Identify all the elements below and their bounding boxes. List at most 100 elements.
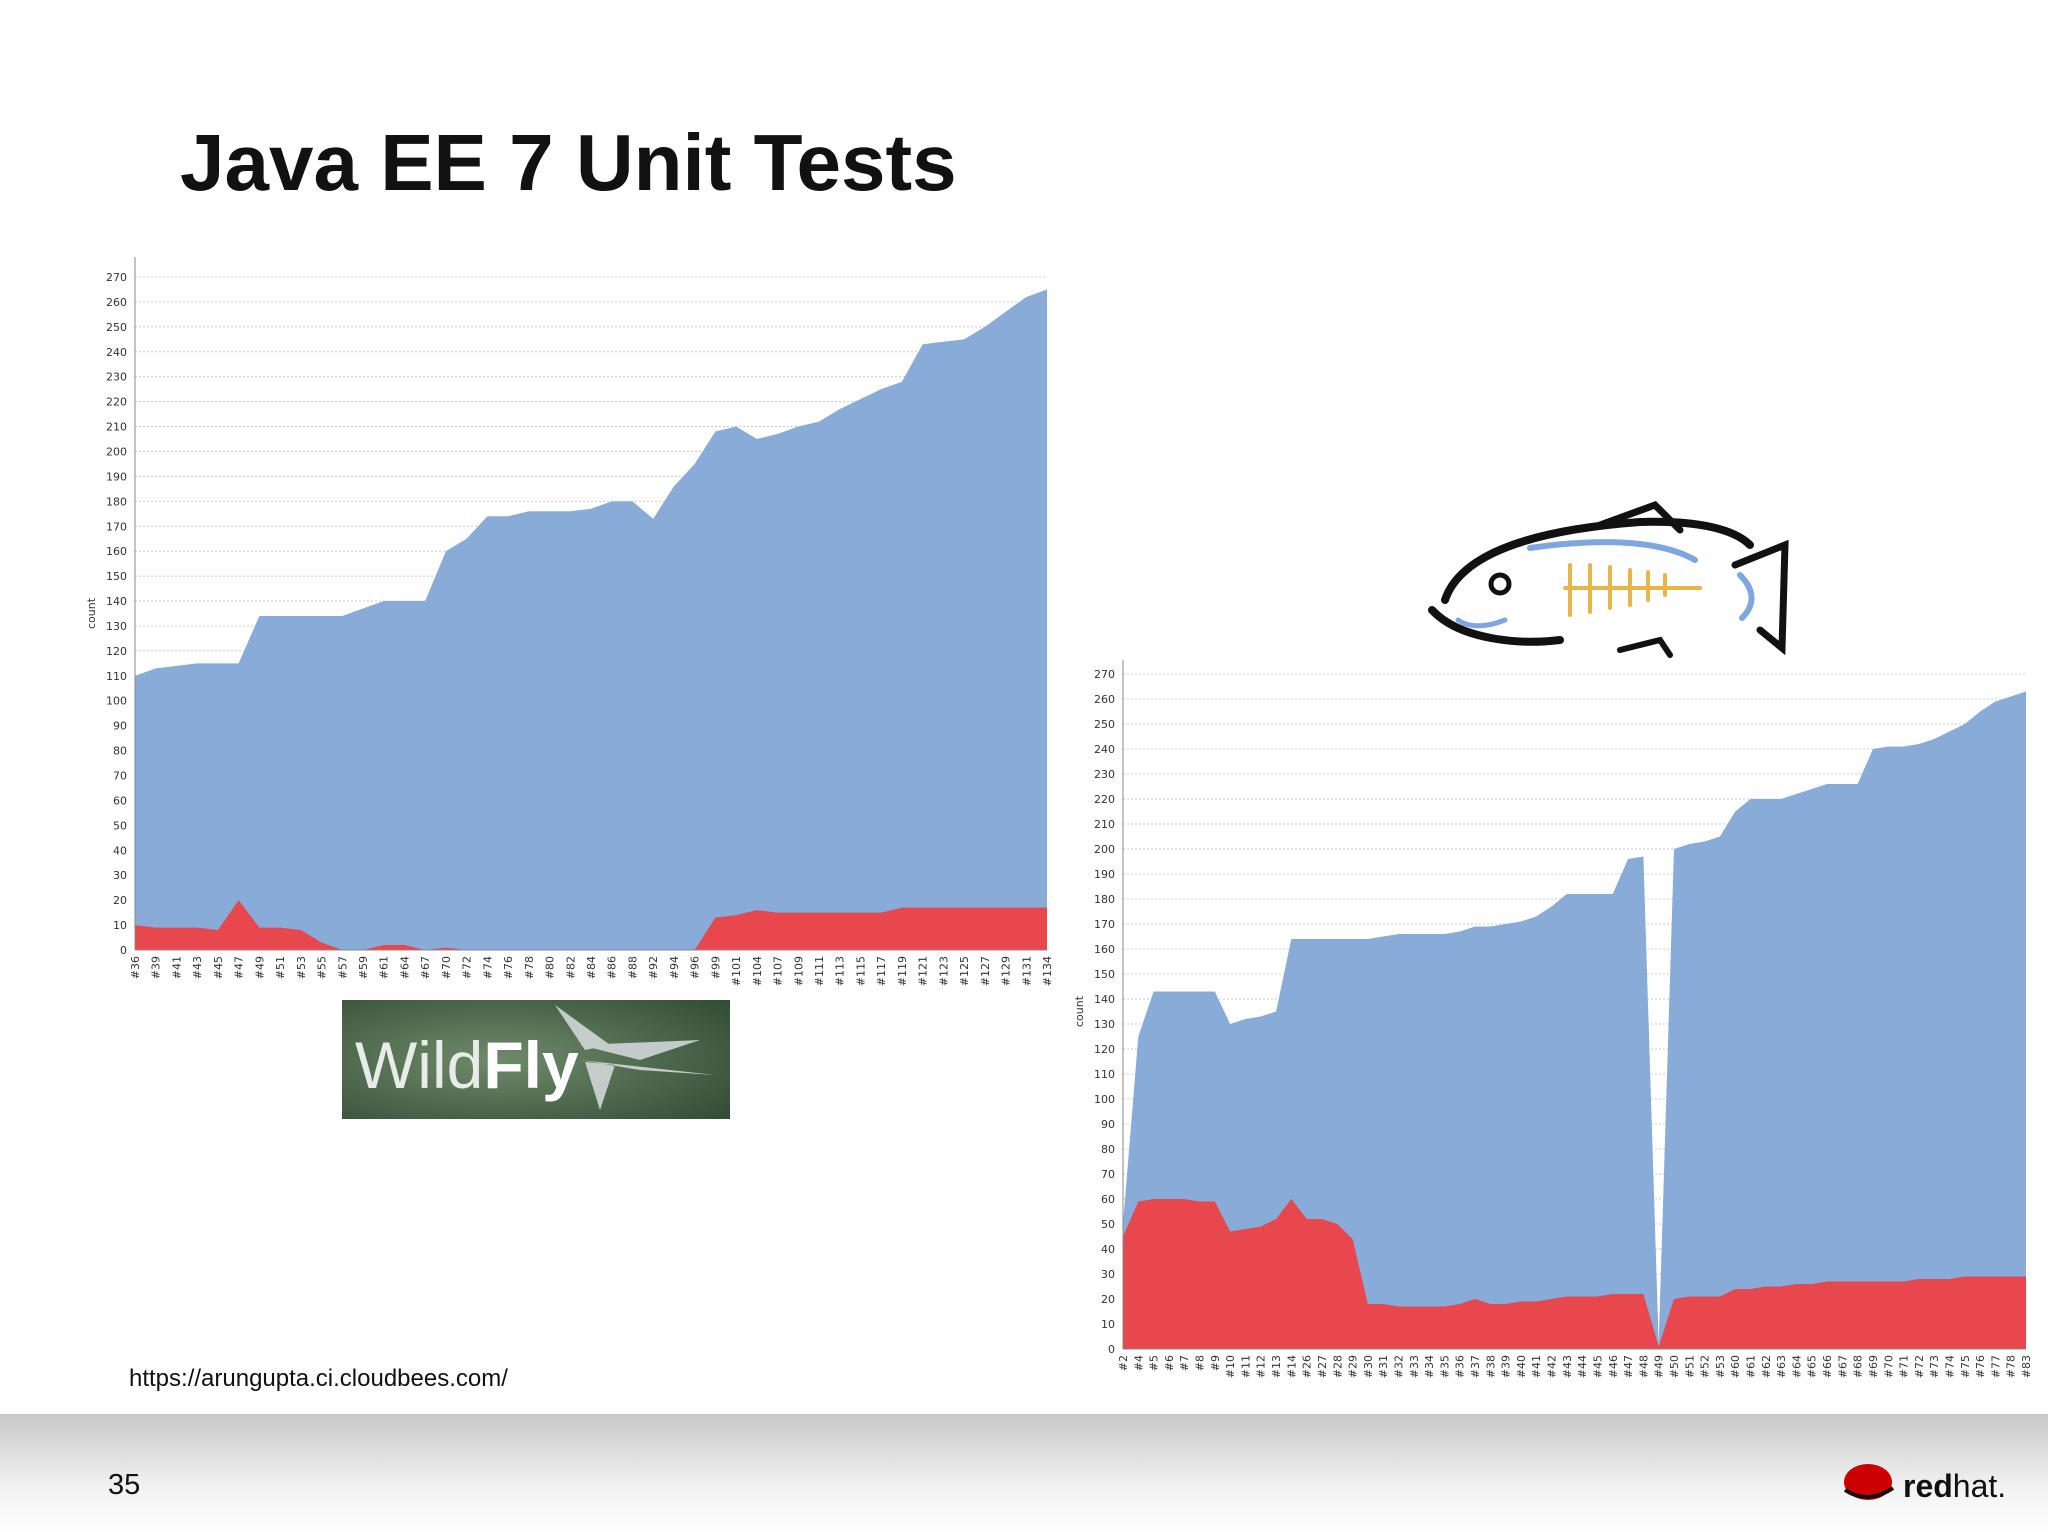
x-tick-label: #45 bbox=[212, 956, 225, 979]
x-tick-label: #62 bbox=[1760, 1355, 1773, 1378]
y-tick-label: 210 bbox=[106, 421, 127, 434]
x-tick-label: #60 bbox=[1729, 1355, 1742, 1378]
x-tick-label: #94 bbox=[668, 956, 681, 979]
y-tick-label: 60 bbox=[113, 794, 127, 807]
x-tick-label: #50 bbox=[1668, 1355, 1681, 1378]
x-tick-label: #129 bbox=[1000, 956, 1013, 986]
source-url: https://arungupta.ci.cloudbees.com/ bbox=[129, 1365, 508, 1392]
x-tick-label: #65 bbox=[1806, 1355, 1819, 1378]
x-tick-label: #115 bbox=[854, 956, 867, 986]
x-tick-label: #131 bbox=[1020, 956, 1033, 986]
redhat-text: redhat. bbox=[1903, 1468, 2006, 1504]
y-tick-label: 130 bbox=[106, 620, 127, 633]
x-tick-label: #41 bbox=[170, 956, 183, 979]
x-tick-label: #36 bbox=[129, 956, 142, 979]
x-tick-label: #41 bbox=[1530, 1355, 1543, 1378]
x-tick-label: #45 bbox=[1591, 1355, 1604, 1378]
y-tick-label: 20 bbox=[113, 894, 127, 907]
x-tick-label: #47 bbox=[233, 956, 246, 979]
y-tick-label: 180 bbox=[106, 495, 127, 508]
x-tick-label: #13 bbox=[1270, 1355, 1283, 1378]
x-tick-label: #78 bbox=[2005, 1355, 2018, 1378]
area bbox=[1123, 1199, 2026, 1349]
x-tick-label: #10 bbox=[1224, 1355, 1237, 1378]
y-tick-label: 220 bbox=[106, 396, 127, 409]
x-tick-label: #26 bbox=[1301, 1355, 1314, 1378]
x-tick-label: #49 bbox=[1653, 1355, 1666, 1378]
x-tick-label: #11 bbox=[1239, 1355, 1252, 1378]
x-tick-label: #6 bbox=[1163, 1355, 1176, 1371]
x-tick-label: #2 bbox=[1117, 1355, 1130, 1371]
y-tick-label: 40 bbox=[1101, 1243, 1115, 1256]
x-tick-label: #39 bbox=[1500, 1355, 1513, 1378]
chart: 0 10 20 30 40 50 60 70 80 90 100 110 120 130 140 150 160… bbox=[85, 257, 1054, 986]
y-tick-label: 260 bbox=[1094, 693, 1115, 706]
page-number: 35 bbox=[108, 1469, 140, 1501]
y-tick-label: 100 bbox=[1094, 1093, 1115, 1106]
y-tick-label: 60 bbox=[1101, 1193, 1115, 1206]
y-tick-label: 190 bbox=[1094, 868, 1115, 881]
x-tick-label: #9 bbox=[1209, 1355, 1222, 1371]
x-tick-label: #75 bbox=[1959, 1355, 1972, 1378]
x-tick-label: #67 bbox=[1836, 1355, 1849, 1378]
redhat-light: hat. bbox=[1953, 1468, 2006, 1504]
x-tick-label: #5 bbox=[1148, 1355, 1161, 1371]
x-tick-label: #66 bbox=[1821, 1355, 1834, 1378]
y-tick-label: 110 bbox=[1094, 1068, 1115, 1081]
y-tick-label: 90 bbox=[1101, 1118, 1115, 1131]
x-tick-label: #78 bbox=[523, 956, 536, 979]
y-tick-label: 80 bbox=[1101, 1143, 1115, 1156]
y-tick-label: 260 bbox=[106, 296, 127, 309]
x-tick-label: #127 bbox=[979, 956, 992, 986]
x-tick-label: #39 bbox=[150, 956, 163, 979]
x-tick-label: #109 bbox=[792, 956, 805, 986]
x-tick-label: #80 bbox=[544, 956, 557, 979]
y-tick-label: 70 bbox=[113, 770, 127, 783]
x-tick-label: #32 bbox=[1392, 1355, 1405, 1378]
x-tick-label: #33 bbox=[1408, 1355, 1421, 1378]
x-tick-label: #34 bbox=[1423, 1355, 1436, 1378]
x-tick-label: #92 bbox=[647, 956, 660, 979]
y-tick-label: 50 bbox=[113, 819, 127, 832]
x-tick-label: #68 bbox=[1852, 1355, 1865, 1378]
x-tick-label: #76 bbox=[502, 956, 515, 979]
x-tick-label: #4 bbox=[1132, 1355, 1145, 1371]
chart: 0 10 20 30 40 50 60 70 80 90 100 110 120 130 140 150 160… bbox=[1073, 660, 2033, 1378]
y-tick-label: 90 bbox=[113, 720, 127, 733]
x-tick-label: #29 bbox=[1347, 1355, 1360, 1378]
x-tick-label: #47 bbox=[1622, 1355, 1635, 1378]
x-tick-label: #96 bbox=[689, 956, 702, 979]
x-tick-label: #55 bbox=[316, 956, 329, 979]
x-tick-label: #57 bbox=[336, 956, 349, 979]
y-tick-label: 230 bbox=[1094, 768, 1115, 781]
x-tick-label: #61 bbox=[1745, 1355, 1758, 1378]
x-tick-label: #7 bbox=[1178, 1355, 1191, 1371]
y-tick-label: 30 bbox=[113, 869, 127, 882]
y-tick-label: 140 bbox=[1094, 993, 1115, 1006]
x-tick-label: #61 bbox=[378, 956, 391, 979]
y-tick-label: 200 bbox=[106, 445, 127, 458]
y-tick-label: 140 bbox=[106, 595, 127, 608]
x-tick-label: #37 bbox=[1469, 1355, 1482, 1378]
x-tick-label: #70 bbox=[440, 956, 453, 979]
x-tick-label: #64 bbox=[1790, 1355, 1803, 1378]
x-tick-label: #46 bbox=[1607, 1355, 1620, 1378]
y-tick-label: 50 bbox=[1101, 1218, 1115, 1231]
x-tick-label: #27 bbox=[1316, 1355, 1329, 1378]
y-axis-label: count bbox=[85, 597, 98, 629]
y-tick-label: 210 bbox=[1094, 818, 1115, 831]
y-tick-label: 10 bbox=[1101, 1318, 1115, 1331]
x-tick-label: #53 bbox=[1714, 1355, 1727, 1378]
area bbox=[135, 289, 1047, 950]
y-tick-label: 240 bbox=[106, 346, 127, 359]
x-tick-label: #74 bbox=[481, 956, 494, 979]
x-tick-label: #38 bbox=[1484, 1355, 1497, 1378]
x-tick-label: #71 bbox=[1898, 1355, 1911, 1378]
y-tick-label: 100 bbox=[106, 695, 127, 708]
y-tick-label: 170 bbox=[1094, 918, 1115, 931]
x-tick-label: #72 bbox=[1913, 1355, 1926, 1378]
y-tick-label: 10 bbox=[113, 919, 127, 932]
wildfly-bold: Fly bbox=[483, 1028, 579, 1102]
